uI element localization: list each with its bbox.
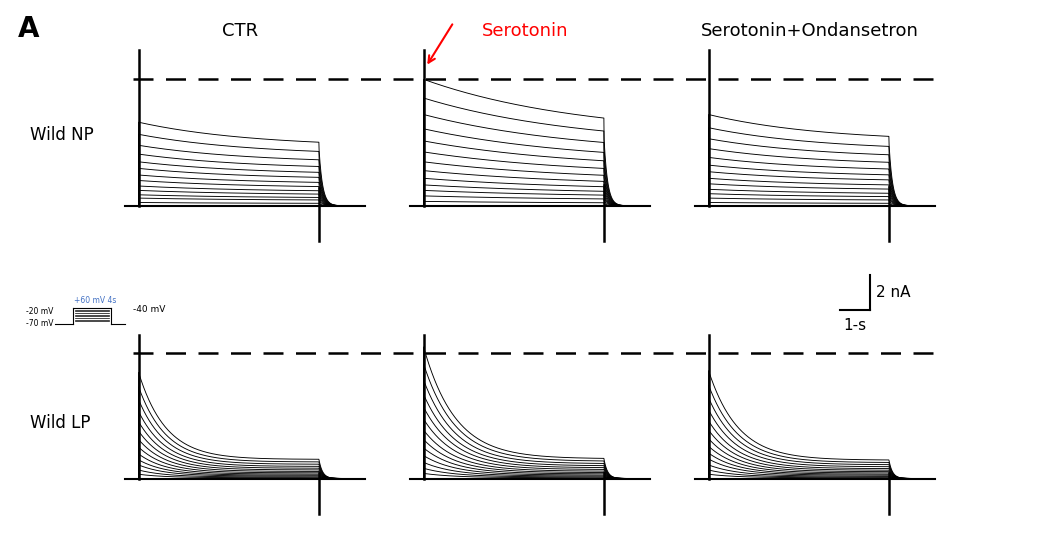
Text: -70 mV: -70 mV — [26, 319, 53, 329]
Text: 1-s: 1-s — [844, 318, 867, 333]
Text: A: A — [18, 15, 39, 43]
Text: -40 mV: -40 mV — [133, 306, 165, 314]
Text: Serotonin+Ondansetron: Serotonin+Ondansetron — [701, 22, 918, 40]
Text: Serotonin: Serotonin — [482, 22, 568, 40]
Text: Wild LP: Wild LP — [30, 414, 90, 432]
Text: +60 mV 4s: +60 mV 4s — [75, 296, 116, 305]
Text: CTR: CTR — [222, 22, 258, 40]
Text: 2 nA: 2 nA — [876, 285, 910, 300]
Text: -20 mV: -20 mV — [26, 306, 53, 315]
Text: Wild NP: Wild NP — [30, 127, 94, 144]
